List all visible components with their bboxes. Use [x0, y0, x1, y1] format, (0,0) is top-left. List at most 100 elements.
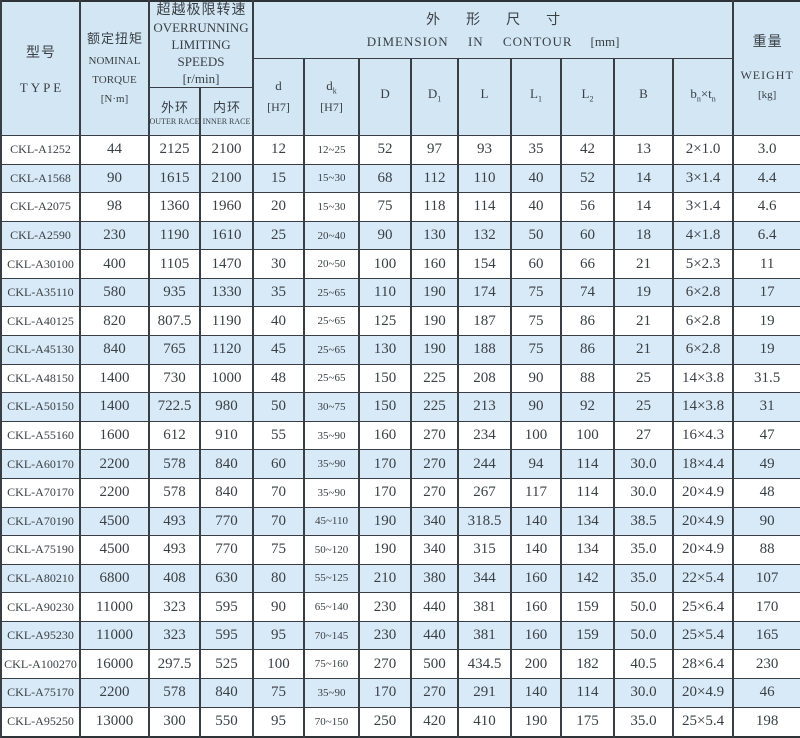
cell-bt: 3×1.4 [672, 163, 735, 194]
cell-bt: 20×4.9 [672, 677, 735, 708]
cell-weight: 48 [732, 477, 800, 508]
cell-B: 30.0 [613, 449, 675, 479]
cell-bt: 25×5.4 [672, 620, 735, 651]
table-row: CKL-A90230 11000 323 595 90 65~140 230 4… [0, 592, 800, 622]
cell-outer-race: 935 [148, 277, 201, 308]
cell-B: 27 [613, 420, 675, 451]
cell-dk: 35~90 [303, 449, 361, 479]
cell-outer-race: 1615 [148, 163, 201, 194]
cell-weight: 170 [732, 592, 800, 622]
header-col-D1: D1 [410, 57, 460, 136]
cell-L: 315 [457, 535, 513, 565]
cell-type: CKL-A70170 [0, 477, 81, 508]
cell-d: 45 [252, 335, 306, 365]
cell-type: CKL-A45130 [0, 335, 81, 365]
cell-type: CKL-A90230 [0, 592, 81, 622]
cell-D1: 340 [410, 506, 460, 537]
table-row: CKL-A100270 16000 297.5 525 100 75~160 2… [0, 649, 800, 679]
cell-weight: 47 [732, 420, 800, 451]
cell-weight: 88 [732, 535, 800, 565]
cell-type: CKL-A48150 [0, 363, 81, 394]
col-B-label: B [639, 85, 648, 101]
cell-L2: 74 [560, 277, 616, 308]
cell-B: 14 [613, 192, 675, 222]
header-speeds-en1: OVERRUNNING [153, 20, 249, 35]
cell-L: 267 [457, 477, 513, 508]
cell-B: 25 [613, 392, 675, 422]
cell-inner-race: 1330 [198, 277, 255, 308]
header-col-d: d [H7] [252, 57, 306, 136]
cell-inner-race: 770 [198, 535, 255, 565]
cell-D: 170 [358, 677, 413, 708]
table-row: CKL-A75170 2200 578 840 75 35~90 170 270… [0, 677, 800, 708]
table-row: CKL-A2590 230 1190 1610 25 20~40 90 130 … [0, 220, 800, 251]
cell-d: 25 [252, 220, 306, 251]
cell-d: 55 [252, 420, 306, 451]
cell-L2: 159 [560, 620, 616, 651]
cell-D1: 270 [410, 449, 460, 479]
cell-L: 344 [457, 563, 513, 594]
cell-D1: 225 [410, 392, 460, 422]
header-col-dk: dk [H7] [303, 57, 361, 136]
cell-bt: 28×6.4 [672, 649, 735, 679]
cell-type: CKL-A2590 [0, 220, 81, 251]
header-dimension-en: DIMENSION IN CONTOUR [366, 33, 573, 49]
cell-inner-race: 910 [198, 420, 255, 451]
cell-D1: 118 [410, 192, 460, 222]
cell-d: 15 [252, 163, 306, 194]
cell-B: 50.0 [613, 620, 675, 651]
cell-dk: 55~125 [303, 563, 361, 594]
cell-L2: 159 [560, 592, 616, 622]
table-header: 型号 TYPE 额定扭矩 NOMINAL TORQUE [N·m] 超越极限转速… [0, 0, 800, 136]
cell-outer-race: 1190 [148, 220, 201, 251]
cell-L2: 88 [560, 363, 616, 394]
cell-weight: 90 [732, 506, 800, 537]
cell-D1: 500 [410, 649, 460, 679]
cell-dk: 15~30 [303, 192, 361, 222]
cell-weight: 17 [732, 277, 800, 308]
header-torque-unit: [N·m] [100, 92, 129, 105]
cell-dk: 50~120 [303, 535, 361, 565]
cell-L2: 114 [560, 477, 616, 508]
cell-D: 150 [358, 392, 413, 422]
cell-L1: 90 [510, 392, 563, 422]
cell-D: 190 [358, 535, 413, 565]
cell-outer-race: 578 [148, 449, 201, 479]
cell-D: 170 [358, 449, 413, 479]
cell-outer-race: 408 [148, 563, 201, 594]
cell-outer-race: 493 [148, 535, 201, 565]
cell-weight: 165 [732, 620, 800, 651]
cell-d: 60 [252, 449, 306, 479]
header-weight-en: WEIGHT [740, 67, 794, 82]
header-weight: 重量 WEIGHT [kg] [732, 0, 800, 136]
cell-D: 230 [358, 620, 413, 651]
header-speeds-zh: 超越极限转速 [156, 3, 247, 18]
cell-D: 190 [358, 506, 413, 537]
cell-outer-race: 300 [148, 706, 201, 738]
table-row: CKL-A50150 1400 722.5 980 50 30~75 150 2… [0, 392, 800, 422]
cell-L: 244 [457, 449, 513, 479]
cell-d: 75 [252, 677, 306, 708]
header-inner-race: 内环 INNER RACE [198, 87, 255, 136]
cell-d: 80 [252, 563, 306, 594]
cell-L2: 134 [560, 506, 616, 537]
cell-inner-race: 1470 [198, 249, 255, 279]
cell-B: 35.0 [613, 563, 675, 594]
cell-L2: 86 [560, 335, 616, 365]
cell-weight: 19 [732, 306, 800, 337]
cell-torque: 4500 [79, 535, 150, 565]
cell-outer-race: 297.5 [148, 649, 201, 679]
cell-B: 13 [613, 135, 675, 165]
col-L2-label: L [581, 85, 590, 101]
cell-L: 410 [457, 706, 513, 738]
cell-B: 40.5 [613, 649, 675, 679]
cell-L1: 94 [510, 449, 563, 479]
header-type: 型号 TYPE [0, 0, 81, 136]
cell-bt: 4×1.8 [672, 220, 735, 251]
cell-torque: 16000 [79, 649, 150, 679]
cell-inner-race: 770 [198, 506, 255, 537]
cell-d: 12 [252, 135, 306, 165]
cell-B: 30.0 [613, 477, 675, 508]
header-weight-unit: [kg] [757, 88, 777, 101]
cell-bt: 14×3.8 [672, 363, 735, 394]
